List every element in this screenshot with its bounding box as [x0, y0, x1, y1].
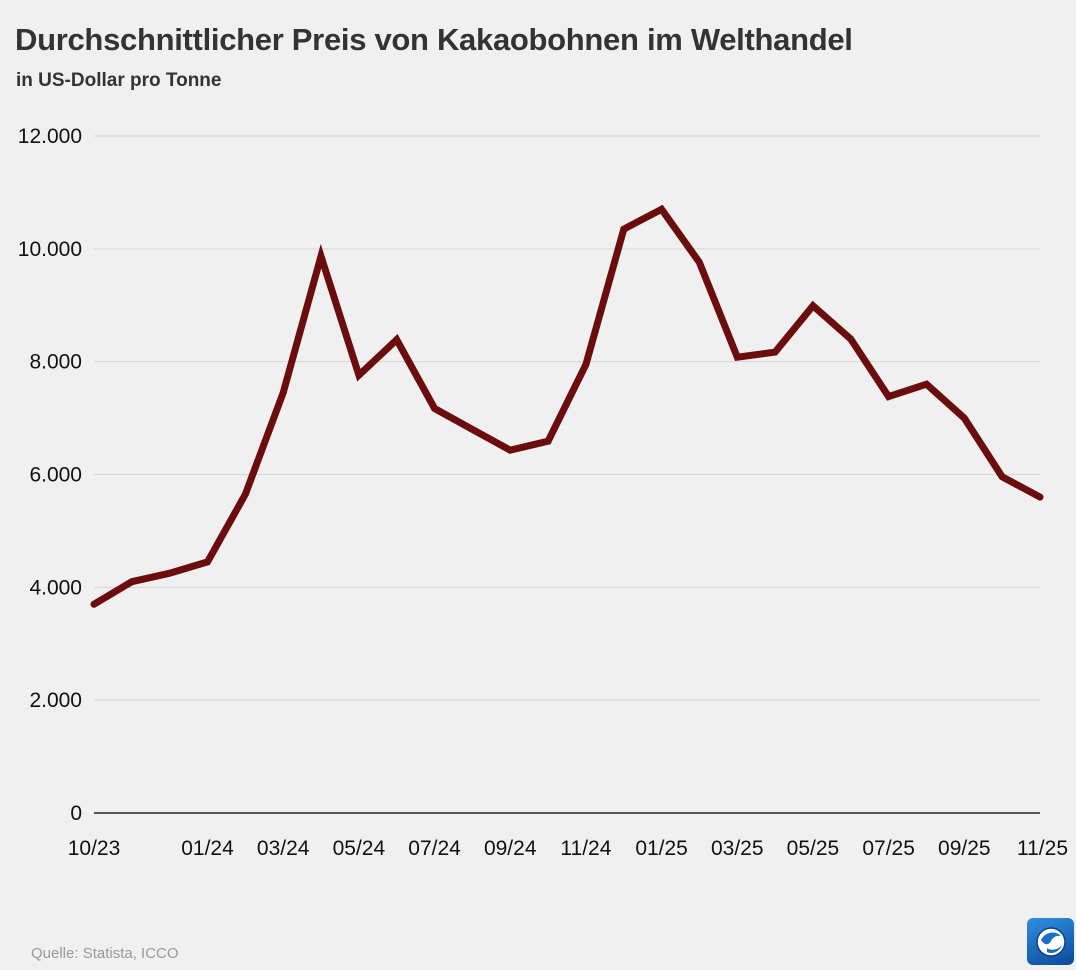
data-point-10-24 — [545, 438, 552, 445]
data-point-05-24 — [355, 372, 362, 379]
x-tick-label: 01/24 — [181, 837, 234, 860]
y-tick-label: 12.000 — [18, 125, 82, 148]
data-point-06-24 — [393, 336, 400, 343]
x-tick-label: 10/23 — [68, 837, 121, 860]
data-point-04-25 — [772, 349, 779, 356]
data-point-11-24 — [582, 361, 589, 368]
data-point-01-24 — [204, 558, 211, 565]
data-point-02-25 — [696, 259, 703, 266]
x-tick-label: 07/24 — [408, 837, 461, 860]
y-tick-label: 0 — [70, 802, 82, 825]
x-tick-label: 03/24 — [257, 837, 310, 860]
x-tick-label: 05/25 — [787, 837, 840, 860]
data-point-03-24 — [280, 389, 287, 396]
x-tick-label: 01/25 — [635, 837, 688, 860]
price-line — [90, 204, 1044, 608]
y-axis-ticks: 0 2.000 4.000 6.000 8.000 10.000 12.000 — [18, 125, 82, 825]
x-tick-label: 11/24 — [560, 837, 611, 860]
x-tick-label: 09/25 — [938, 837, 991, 860]
data-point-12-24 — [620, 226, 627, 233]
x-tick-label: 03/25 — [711, 837, 764, 860]
y-tick-label: 10.000 — [18, 238, 82, 261]
data-point-08-24 — [469, 426, 476, 433]
data-point-04-24 — [318, 253, 325, 260]
data-point-01-25 — [658, 206, 665, 213]
data-point-10-23 — [91, 601, 97, 608]
x-tick-label: 07/25 — [862, 837, 915, 860]
data-point-06-25 — [847, 336, 854, 343]
y-tick-label: 2.000 — [29, 689, 82, 712]
x-tick-label: 05/24 — [333, 837, 386, 860]
chart-title: Durchschnittlicher Preis von Kakaobohnen… — [15, 22, 853, 57]
chart-subtitle: in US-Dollar pro Tonne — [16, 70, 222, 91]
y-tick-label: 6.000 — [29, 464, 82, 487]
gridlines — [94, 135, 1040, 701]
data-point-02-24 — [242, 491, 249, 498]
data-point-12-23 — [166, 570, 173, 577]
tagesschau-globe-icon[interactable] — [1027, 918, 1074, 965]
source-note: Quelle: Statista, ICCO — [31, 945, 179, 962]
data-point-09-24 — [507, 447, 514, 454]
data-point-08-25 — [923, 381, 930, 388]
data-point-11-23 — [128, 578, 135, 585]
data-point-03-25 — [734, 354, 741, 361]
data-point-09-25 — [961, 415, 968, 422]
y-tick-label: 4.000 — [29, 576, 82, 599]
data-point-07-25 — [885, 393, 892, 400]
data-points — [91, 206, 1043, 608]
x-tick-label: 09/24 — [484, 837, 537, 860]
line-chart: 0 2.000 4.000 6.000 8.000 10.000 12.000 10/23 0… — [18, 125, 1068, 860]
data-point-11-25 — [1037, 494, 1043, 501]
data-point-10-25 — [999, 473, 1006, 480]
x-axis-ticks: 10/23 01/24 03/24 05/24 07/24 09/24 11/24 01/25… — [68, 837, 1068, 860]
y-tick-label: 8.000 — [29, 351, 82, 374]
data-point-07-24 — [431, 405, 438, 412]
data-point-05-25 — [809, 302, 816, 309]
x-tick-label: 11/25 — [1017, 837, 1068, 860]
